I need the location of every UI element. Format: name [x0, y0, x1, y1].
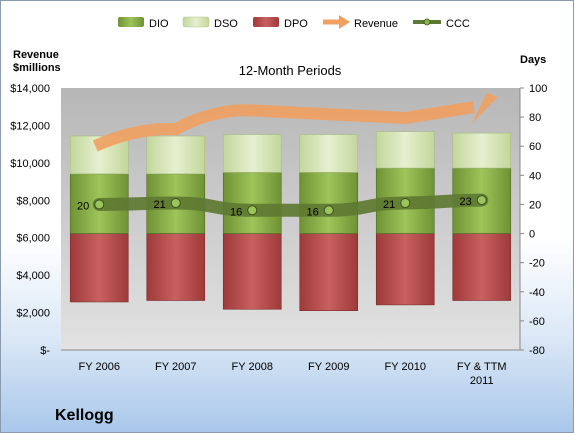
legend-swatch-dso — [182, 16, 210, 28]
bar-dso — [299, 134, 359, 173]
revenue-arrow — [92, 92, 498, 152]
bar-dpo — [69, 233, 129, 303]
bar-dso — [452, 132, 512, 169]
ccc-point — [94, 199, 105, 210]
right-tick-label: 80 — [529, 112, 541, 124]
left-axis-title-line1: Revenue — [13, 49, 59, 61]
ccc-data-label: 16 — [307, 206, 319, 218]
right-tick-label: -60 — [529, 316, 545, 328]
right-tick-labels: -80 -60 -40 -20 0 20 40 60 80 100 — [520, 83, 547, 357]
chart-title: 12-Month Periods — [239, 63, 342, 78]
x-tick-label-line2: 2011 — [470, 375, 494, 387]
legend-label-dpo: DPO — [284, 18, 308, 30]
ccc-data-label: 21 — [154, 199, 166, 211]
ccc-data-label: 16 — [230, 206, 242, 218]
x-tick-label: FY 2007 — [155, 361, 196, 373]
left-tick-label: $8,000 — [16, 195, 50, 207]
bar-dpo — [452, 233, 512, 301]
left-tick-label: $4,000 — [16, 270, 50, 282]
company-name: Kellogg — [55, 407, 114, 424]
x-tick-label-line1: FY & TTM — [457, 361, 507, 373]
plot-area — [61, 88, 520, 350]
legend-label-dio: DIO — [149, 18, 169, 30]
bar-dpo — [222, 233, 282, 310]
left-tick-label: $6,000 — [16, 233, 50, 245]
legend-label-revenue: Revenue — [354, 18, 398, 30]
revenue-arrow-shaft — [92, 101, 475, 152]
legend-swatch-dpo — [253, 17, 279, 27]
ccc-data-label: 23 — [460, 196, 472, 208]
left-tick-label: $14,000 — [10, 83, 50, 95]
ccc-data-label: 21 — [383, 199, 395, 211]
left-axis-title-line2: $millions — [13, 62, 61, 74]
ccc-data-label: 20 — [77, 200, 89, 212]
ccc-point — [170, 197, 181, 208]
revenue-arrow-head — [472, 92, 498, 124]
ccc-point — [476, 195, 487, 206]
ccc-series-line — [92, 193, 489, 217]
bar-dpo — [146, 233, 206, 301]
legend-label-dso: DSO — [214, 18, 238, 30]
x-tick-label: FY 2006 — [79, 361, 120, 373]
right-tick-label: 40 — [529, 170, 541, 182]
left-tick-label: $- — [40, 345, 50, 357]
right-axis-title: Days — [520, 54, 546, 66]
ccc-line: 20 21 16 16 21 23 — [77, 193, 489, 218]
legend-swatch-ccc-marker — [423, 18, 431, 26]
bar-dso — [222, 134, 282, 173]
x-tick-label: FY 2010 — [385, 361, 426, 373]
left-tick-label: $10,000 — [10, 158, 50, 170]
bar-dpo — [299, 233, 359, 312]
x-tick-label: FY 2009 — [308, 361, 349, 373]
bar-dso — [375, 131, 435, 169]
bar-dso — [146, 135, 206, 175]
x-tick-label: FY 2008 — [232, 361, 273, 373]
right-tick-label: 60 — [529, 141, 541, 153]
ccc-point — [323, 205, 334, 216]
bar-dpo — [375, 233, 435, 306]
legend-swatch-revenue-head — [339, 15, 350, 29]
right-tick-label: -40 — [529, 287, 545, 299]
right-tick-label: 20 — [529, 199, 541, 211]
x-tick-labels: FY 2006 FY 2007 FY 2008 FY 2009 FY 2010 FY & … — [79, 361, 507, 387]
legend-label-ccc: CCC — [446, 18, 470, 30]
right-tick-label: -80 — [529, 345, 545, 357]
legend-swatch-dio — [118, 17, 144, 27]
right-tick-label: 0 — [529, 229, 535, 241]
ccc-point — [400, 197, 411, 208]
left-tick-label: $12,000 — [10, 120, 50, 132]
right-tick-label: -20 — [529, 258, 545, 270]
legend: DIO DSO DPO Revenue CCC — [118, 15, 470, 30]
right-tick-label: 100 — [529, 83, 547, 95]
ccc-point — [247, 205, 258, 216]
left-tick-label: $2,000 — [16, 308, 50, 320]
left-tick-labels: $- $2,000 $4,000 $6,000 $8,000 $10,000 $12,000… — [10, 83, 50, 357]
